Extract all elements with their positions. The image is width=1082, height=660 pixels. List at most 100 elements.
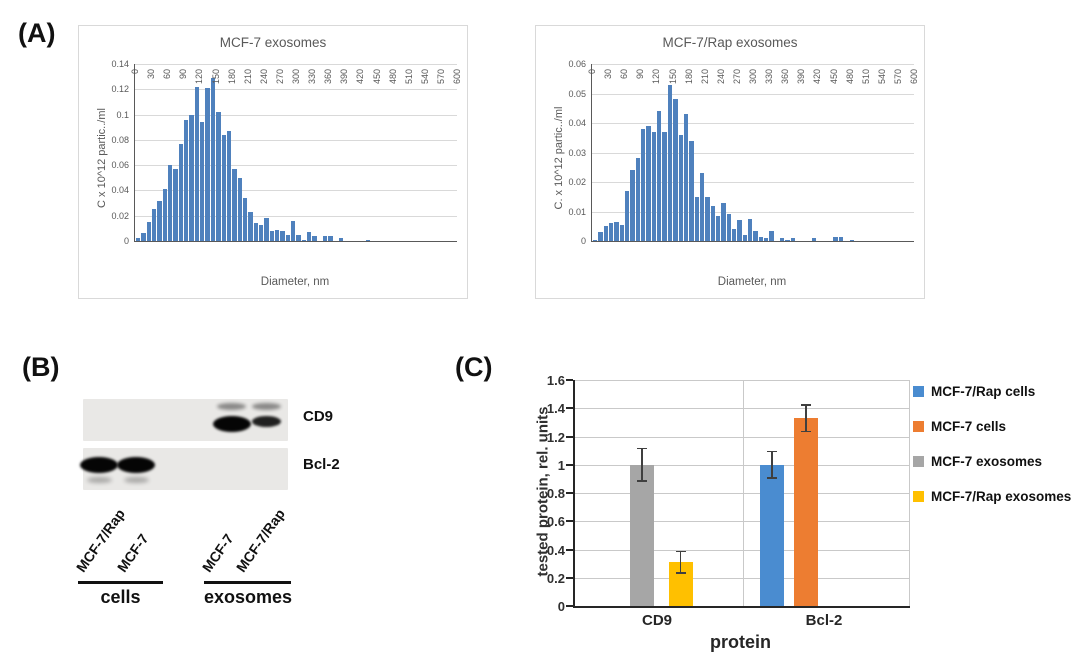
barchart-legend: MCF-7/Rap cells MCF-7 cells MCF-7 exosomes… bbox=[913, 384, 1071, 524]
x-tick-label: 600 bbox=[909, 69, 919, 85]
histogram-bar bbox=[614, 221, 619, 241]
histogram-bar bbox=[646, 125, 651, 241]
histogram-bar bbox=[651, 131, 657, 241]
gridline bbox=[135, 165, 457, 167]
x-tick-label: 240 bbox=[715, 69, 726, 85]
x-tick-label: 390 bbox=[339, 69, 350, 85]
legend-label: MCF-7/Rap exosomes bbox=[931, 489, 1072, 504]
histogram-bar bbox=[141, 233, 146, 241]
histogram-bar bbox=[248, 211, 253, 241]
y-tick-label: 0.12 bbox=[111, 84, 129, 95]
histogram-bar bbox=[253, 223, 258, 241]
x-tick-label: 360 bbox=[323, 69, 334, 85]
x-tick-label: 300 bbox=[291, 69, 301, 85]
gridline bbox=[592, 123, 914, 124]
histogram-bar bbox=[157, 200, 162, 241]
lane-label: MCF-7/Rap bbox=[232, 505, 288, 575]
error-bar bbox=[679, 550, 682, 574]
x-tick-label: 330 bbox=[764, 69, 775, 85]
histogram-bar bbox=[285, 234, 290, 241]
x-tick-label: 450 bbox=[371, 69, 382, 85]
histogram-bar bbox=[747, 218, 753, 241]
legend-swatch bbox=[913, 456, 924, 467]
blot-band-smear bbox=[123, 477, 149, 483]
y-tick-mark bbox=[566, 520, 573, 523]
x-tick-label: 30 bbox=[146, 69, 157, 80]
gridline bbox=[135, 89, 457, 91]
gridline bbox=[592, 64, 914, 65]
histogram-bar bbox=[630, 170, 635, 241]
x-tick-label: 480 bbox=[844, 69, 855, 85]
histogram-bar bbox=[699, 173, 705, 241]
legend-swatch bbox=[913, 421, 924, 432]
y-tick-label: 1.2 bbox=[546, 429, 565, 445]
histogram-bar bbox=[216, 112, 221, 241]
error-bar bbox=[805, 404, 807, 433]
gridline bbox=[592, 152, 914, 154]
histogram-bar bbox=[753, 230, 758, 241]
histogram-bar bbox=[603, 226, 609, 241]
legend-item: MCF-7 exosomes bbox=[913, 454, 1071, 469]
blot-band-faint-upper bbox=[217, 403, 247, 410]
histogram-bar bbox=[758, 236, 763, 241]
legend-item: MCF-7 cells bbox=[913, 419, 1071, 434]
category-label-cd9: CD9 bbox=[641, 612, 672, 629]
plot-area: 0 0.02 0.04 0.06 0.08 0.1 0.12 0.14 0 30 60 90 120 15… bbox=[111, 59, 462, 246]
x-tick-label: 180 bbox=[226, 69, 237, 85]
histogram-bar bbox=[237, 177, 242, 241]
plot-area: 0 0.01 0.02 0.03 0.04 0.05 0.06 0 30 60 90 120 150 18… bbox=[568, 59, 919, 246]
x-tick-label: 300 bbox=[748, 69, 758, 85]
histogram-bar bbox=[710, 205, 715, 241]
y-tick-mark bbox=[566, 548, 573, 551]
gridline bbox=[135, 215, 457, 217]
panel-a-label: (A) bbox=[18, 18, 56, 48]
x-tick-label: 210 bbox=[699, 69, 710, 85]
histogram-bar bbox=[312, 235, 317, 241]
bar-mcf-7-cells bbox=[794, 418, 819, 606]
y-tick-label: 0.1 bbox=[116, 109, 129, 120]
western-blot-strip-cd9 bbox=[83, 399, 288, 441]
x-tick-label: 600 bbox=[452, 69, 462, 85]
group-label-exosomes: exosomes bbox=[204, 587, 293, 607]
chart-title: MCF-7 exosomes bbox=[219, 35, 327, 50]
gridline bbox=[135, 139, 457, 141]
x-tick-label: 0 bbox=[587, 69, 597, 75]
y-tick-label: 0.05 bbox=[568, 88, 586, 99]
histogram-bar bbox=[194, 86, 200, 241]
error-bar-cap-top bbox=[801, 404, 812, 406]
histogram-bar bbox=[210, 77, 216, 241]
x-tick-label: 60 bbox=[619, 69, 630, 80]
category-divider bbox=[742, 380, 744, 606]
histogram-bar bbox=[242, 198, 248, 241]
x-tick-label: 420 bbox=[355, 69, 366, 85]
histogram-bar bbox=[721, 202, 726, 241]
legend-label: MCF-7 cells bbox=[931, 419, 1007, 434]
x-axis-title: Diameter, nm bbox=[260, 276, 330, 288]
x-tick-label: 570 bbox=[892, 69, 903, 85]
legend-swatch bbox=[913, 491, 924, 502]
panel-c-label: (C) bbox=[455, 352, 493, 382]
histogram-bar bbox=[667, 84, 673, 241]
gridline bbox=[592, 211, 914, 213]
x-tick-label: 540 bbox=[419, 69, 430, 85]
legend-label: MCF-7 exosomes bbox=[931, 454, 1043, 469]
legend-item: MCF-7/Rap exosomes bbox=[913, 489, 1071, 504]
histogram-bar bbox=[184, 119, 189, 241]
y-tick-mark bbox=[566, 407, 573, 410]
error-bar-cap-top bbox=[675, 550, 686, 553]
histogram-bar bbox=[780, 238, 785, 241]
blot-band-cd9 bbox=[251, 416, 281, 427]
y-tick-label: 0.4 bbox=[546, 542, 565, 558]
x-tick-label: 360 bbox=[780, 69, 791, 85]
error-bar bbox=[641, 447, 643, 482]
x-tick-label: 60 bbox=[162, 69, 173, 80]
histogram-bar bbox=[178, 143, 184, 241]
histogram-bar bbox=[769, 230, 774, 241]
x-tick-label: 390 bbox=[796, 69, 807, 85]
error-bar-cap-bottom bbox=[637, 480, 647, 482]
legend-label: MCF-7/Rap cells bbox=[931, 384, 1036, 399]
histogram-bar bbox=[838, 237, 844, 241]
y-tick-label: 0 bbox=[123, 236, 129, 246]
x-tick-label: 30 bbox=[603, 69, 614, 80]
